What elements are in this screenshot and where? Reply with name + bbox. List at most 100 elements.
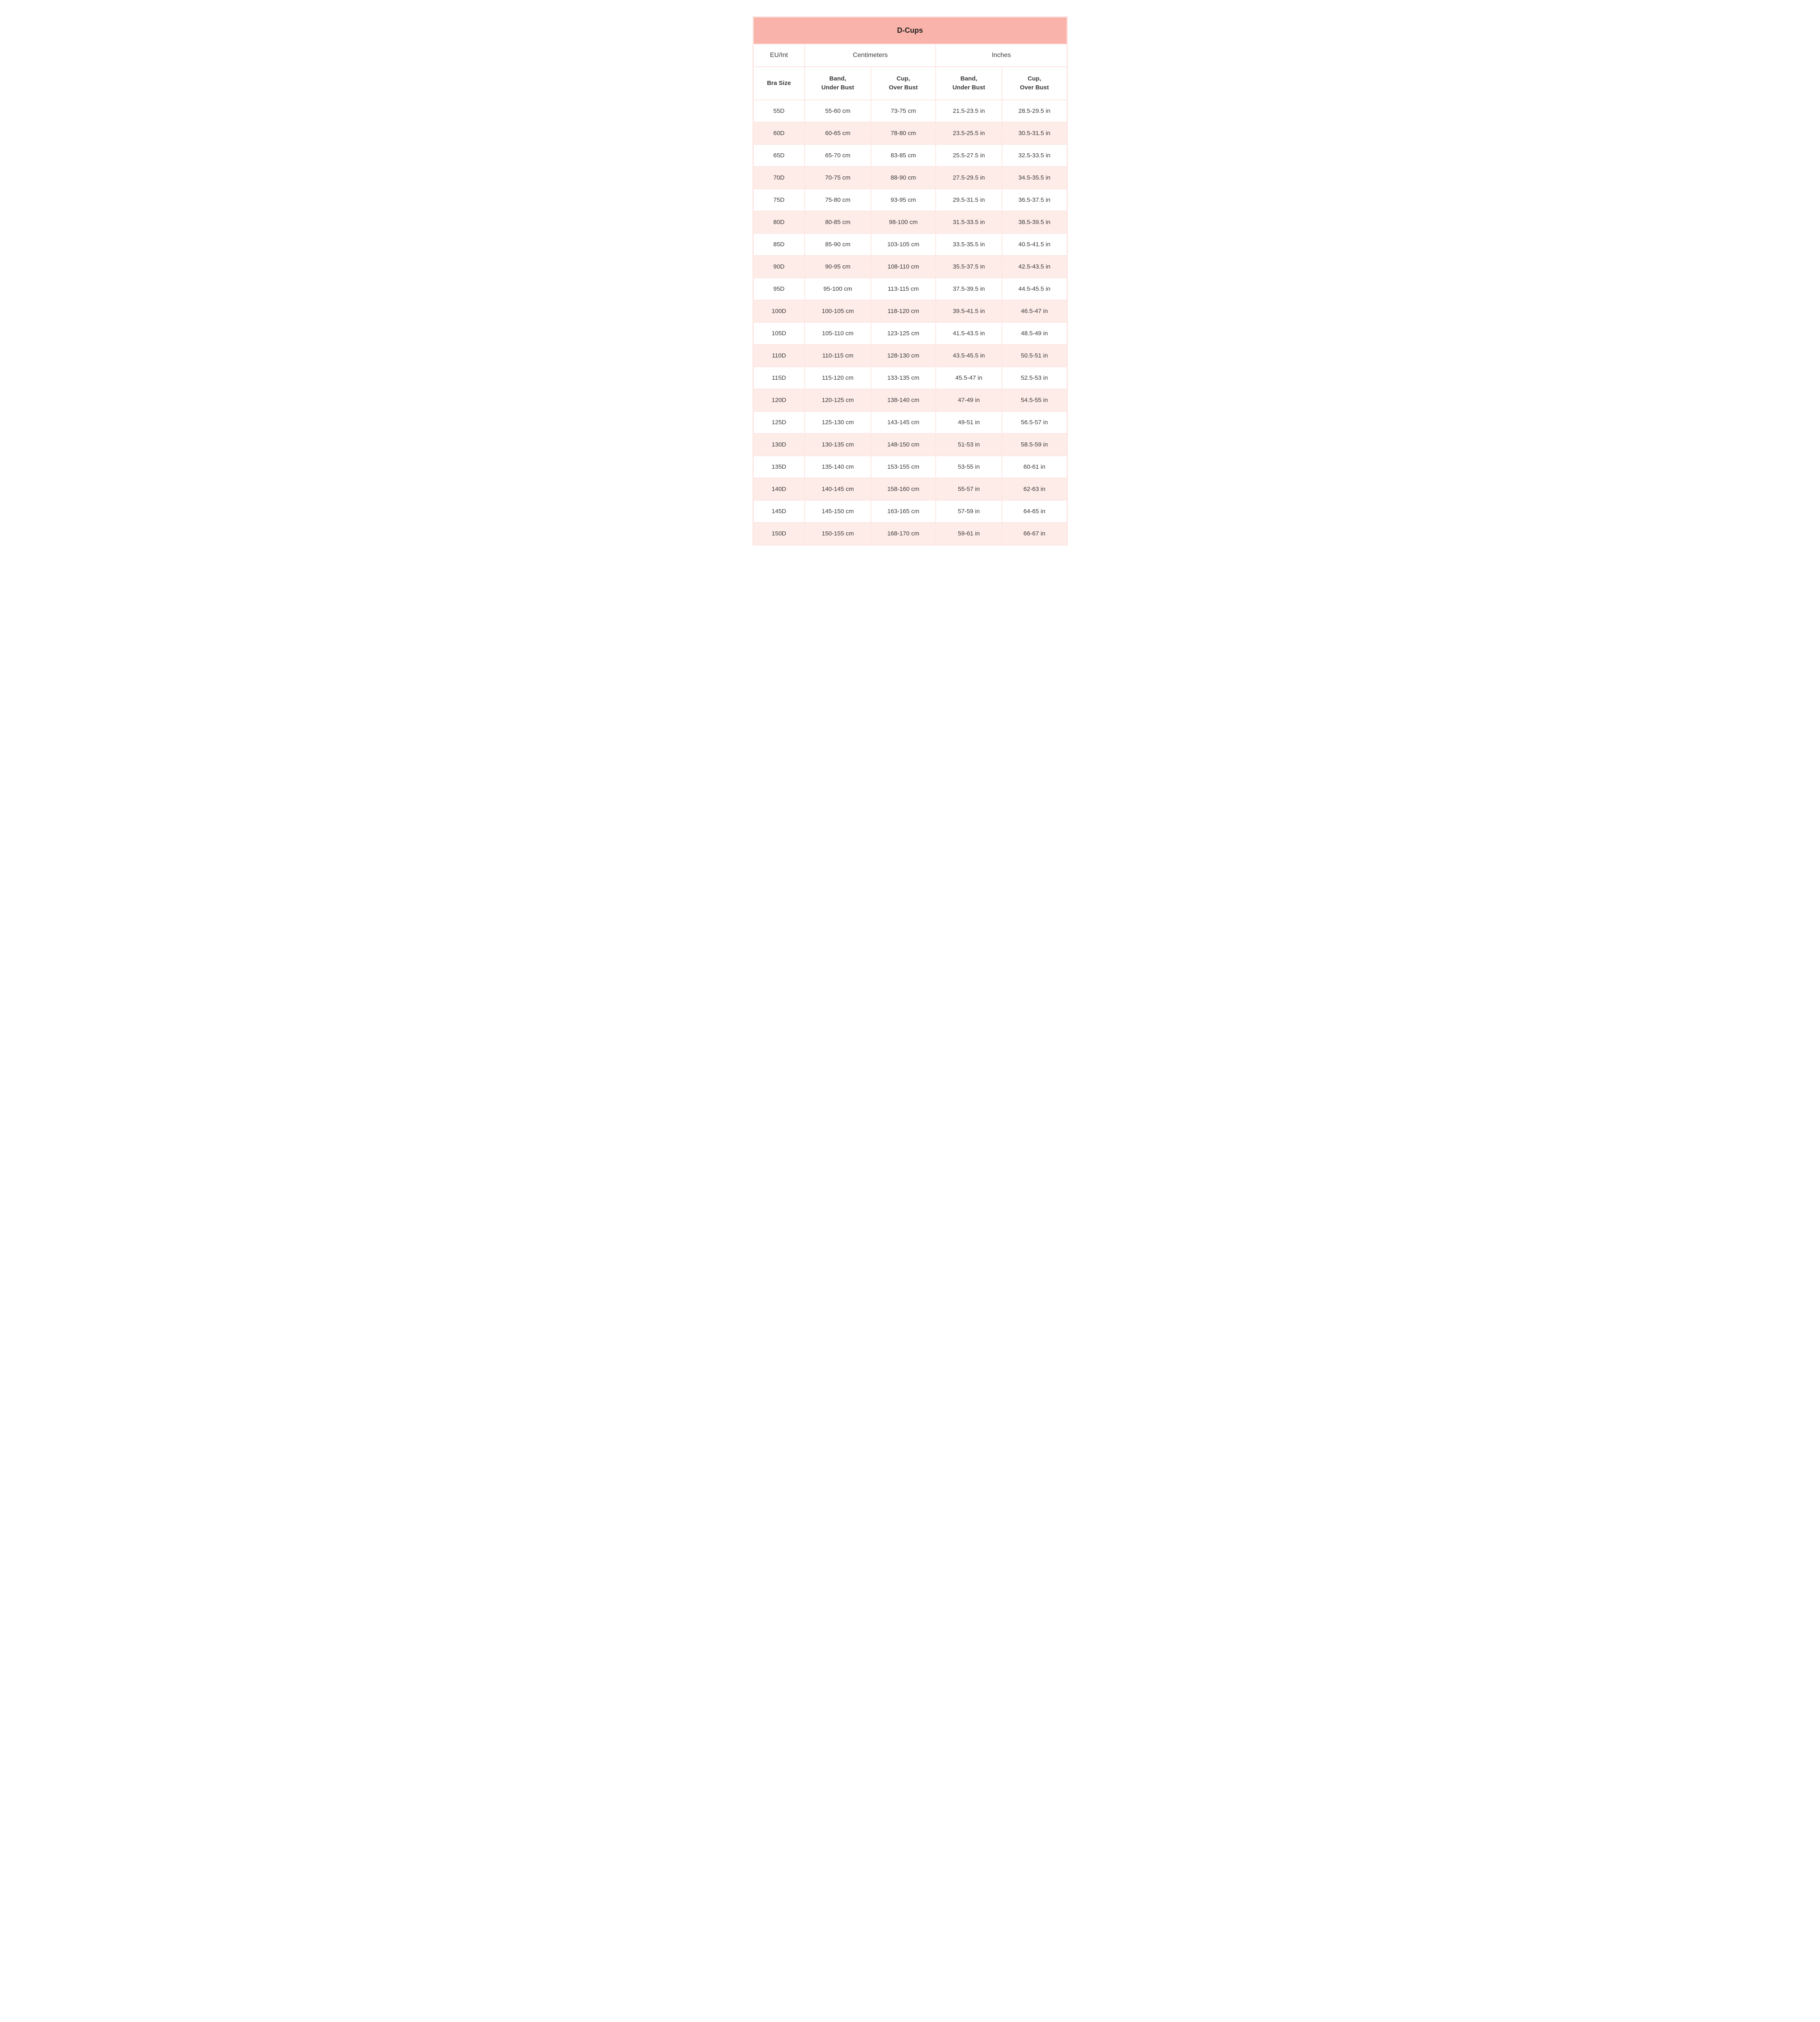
table-row: 95D95-100 cm113-115 cm37.5-39.5 in44.5-4… [753, 278, 1067, 300]
cell-cup_in: 56.5-57 in [1002, 411, 1067, 434]
cell-cup_in: 32.5-33.5 in [1002, 144, 1067, 167]
table-row: 110D110-115 cm128-130 cm43.5-45.5 in50.5… [753, 345, 1067, 367]
cell-band_in: 35.5-37.5 in [936, 256, 1002, 278]
cell-band_cm: 115-120 cm [805, 367, 871, 389]
cell-band_cm: 105-110 cm [805, 322, 871, 345]
cell-cup_cm: 108-110 cm [871, 256, 936, 278]
sub-header-row: Bra Size Band,Under Bust Cup,Over Bust B… [753, 67, 1067, 100]
cell-cup_cm: 93-95 cm [871, 189, 936, 211]
sub-header-cup-in: Cup,Over Bust [1002, 67, 1067, 100]
cell-cup_in: 64-65 in [1002, 500, 1067, 522]
cell-cup_in: 58.5-59 in [1002, 434, 1067, 456]
cell-band_cm: 60-65 cm [805, 122, 871, 144]
cell-cup_in: 62-63 in [1002, 478, 1067, 500]
cell-cup_cm: 153-155 cm [871, 456, 936, 478]
cell-size: 115D [753, 367, 805, 389]
cell-band_in: 59-61 in [936, 522, 1002, 545]
table-body: 55D55-60 cm73-75 cm21.5-23.5 in28.5-29.5… [753, 100, 1067, 545]
cell-band_cm: 80-85 cm [805, 211, 871, 233]
sub-header-cup-cm: Cup,Over Bust [871, 67, 936, 100]
cell-cup_cm: 128-130 cm [871, 345, 936, 367]
cell-cup_cm: 103-105 cm [871, 233, 936, 256]
cell-size: 100D [753, 300, 805, 322]
table-row: 75D75-80 cm93-95 cm29.5-31.5 in36.5-37.5… [753, 189, 1067, 211]
cell-cup_cm: 133-135 cm [871, 367, 936, 389]
cell-cup_in: 40.5-41.5 in [1002, 233, 1067, 256]
cell-band_cm: 145-150 cm [805, 500, 871, 522]
cell-cup_cm: 123-125 cm [871, 322, 936, 345]
cell-band_in: 55-57 in [936, 478, 1002, 500]
cell-cup_in: 66-67 in [1002, 522, 1067, 545]
size-chart-table: D-Cups EU/Int Centimeters Inches Bra Siz… [753, 16, 1068, 546]
cell-cup_cm: 78-80 cm [871, 122, 936, 144]
cell-band_in: 45.5-47 in [936, 367, 1002, 389]
table-row: 145D145-150 cm163-165 cm57-59 in64-65 in [753, 500, 1067, 522]
cell-band_cm: 125-130 cm [805, 411, 871, 434]
cell-band_cm: 65-70 cm [805, 144, 871, 167]
cell-cup_cm: 168-170 cm [871, 522, 936, 545]
table-row: 70D70-75 cm88-90 cm27.5-29.5 in34.5-35.5… [753, 167, 1067, 189]
cell-cup_cm: 143-145 cm [871, 411, 936, 434]
table-row: 135D135-140 cm153-155 cm53-55 in60-61 in [753, 456, 1067, 478]
cell-size: 95D [753, 278, 805, 300]
cell-band_cm: 90-95 cm [805, 256, 871, 278]
table-title: D-Cups [753, 17, 1067, 44]
cell-size: 105D [753, 322, 805, 345]
sub-header-size: Bra Size [753, 67, 805, 100]
cell-cup_cm: 88-90 cm [871, 167, 936, 189]
table-row: 80D80-85 cm98-100 cm31.5-33.5 in38.5-39.… [753, 211, 1067, 233]
table-row: 65D65-70 cm83-85 cm25.5-27.5 in32.5-33.5… [753, 144, 1067, 167]
cell-cup_cm: 138-140 cm [871, 389, 936, 411]
cell-cup_in: 44.5-45.5 in [1002, 278, 1067, 300]
table-row: 125D125-130 cm143-145 cm49-51 in56.5-57 … [753, 411, 1067, 434]
cell-band_in: 27.5-29.5 in [936, 167, 1002, 189]
table-row: 115D115-120 cm133-135 cm45.5-47 in52.5-5… [753, 367, 1067, 389]
cell-cup_in: 36.5-37.5 in [1002, 189, 1067, 211]
cell-cup_in: 46.5-47 in [1002, 300, 1067, 322]
table-header: D-Cups EU/Int Centimeters Inches Bra Siz… [753, 17, 1067, 100]
cell-band_in: 39.5-41.5 in [936, 300, 1002, 322]
sub-header-band-in: Band,Under Bust [936, 67, 1002, 100]
table-row: 120D120-125 cm138-140 cm47-49 in54.5-55 … [753, 389, 1067, 411]
cell-cup_in: 52.5-53 in [1002, 367, 1067, 389]
cell-size: 150D [753, 522, 805, 545]
table-row: 140D140-145 cm158-160 cm55-57 in62-63 in [753, 478, 1067, 500]
table-row: 150D150-155 cm168-170 cm59-61 in66-67 in [753, 522, 1067, 545]
cell-band_cm: 55-60 cm [805, 100, 871, 122]
cell-size: 110D [753, 345, 805, 367]
cell-band_cm: 70-75 cm [805, 167, 871, 189]
cell-band_cm: 85-90 cm [805, 233, 871, 256]
cell-cup_in: 60-61 in [1002, 456, 1067, 478]
cell-cup_cm: 148-150 cm [871, 434, 936, 456]
cell-band_cm: 110-115 cm [805, 345, 871, 367]
cell-band_in: 53-55 in [936, 456, 1002, 478]
cell-band_in: 23.5-25.5 in [936, 122, 1002, 144]
cell-cup_in: 42.5-43.5 in [1002, 256, 1067, 278]
table-row: 60D60-65 cm78-80 cm23.5-25.5 in30.5-31.5… [753, 122, 1067, 144]
table-row: 85D85-90 cm103-105 cm33.5-35.5 in40.5-41… [753, 233, 1067, 256]
table-row: 90D90-95 cm108-110 cm35.5-37.5 in42.5-43… [753, 256, 1067, 278]
cell-band_in: 37.5-39.5 in [936, 278, 1002, 300]
cell-size: 55D [753, 100, 805, 122]
group-header-row: EU/Int Centimeters Inches [753, 44, 1067, 67]
cell-band_cm: 140-145 cm [805, 478, 871, 500]
cell-band_cm: 75-80 cm [805, 189, 871, 211]
group-header-in: Inches [936, 44, 1067, 67]
cell-band_in: 41.5-43.5 in [936, 322, 1002, 345]
cell-band_cm: 120-125 cm [805, 389, 871, 411]
cell-size: 125D [753, 411, 805, 434]
cell-size: 140D [753, 478, 805, 500]
group-header-eu: EU/Int [753, 44, 805, 67]
group-header-cm: Centimeters [805, 44, 936, 67]
title-row: D-Cups [753, 17, 1067, 44]
cell-size: 65D [753, 144, 805, 167]
sub-header-band-cm: Band,Under Bust [805, 67, 871, 100]
table-row: 100D100-105 cm118-120 cm39.5-41.5 in46.5… [753, 300, 1067, 322]
table-row: 55D55-60 cm73-75 cm21.5-23.5 in28.5-29.5… [753, 100, 1067, 122]
cell-size: 70D [753, 167, 805, 189]
cell-band_in: 57-59 in [936, 500, 1002, 522]
cell-band_in: 31.5-33.5 in [936, 211, 1002, 233]
cell-cup_cm: 83-85 cm [871, 144, 936, 167]
cell-band_in: 25.5-27.5 in [936, 144, 1002, 167]
cell-cup_in: 30.5-31.5 in [1002, 122, 1067, 144]
